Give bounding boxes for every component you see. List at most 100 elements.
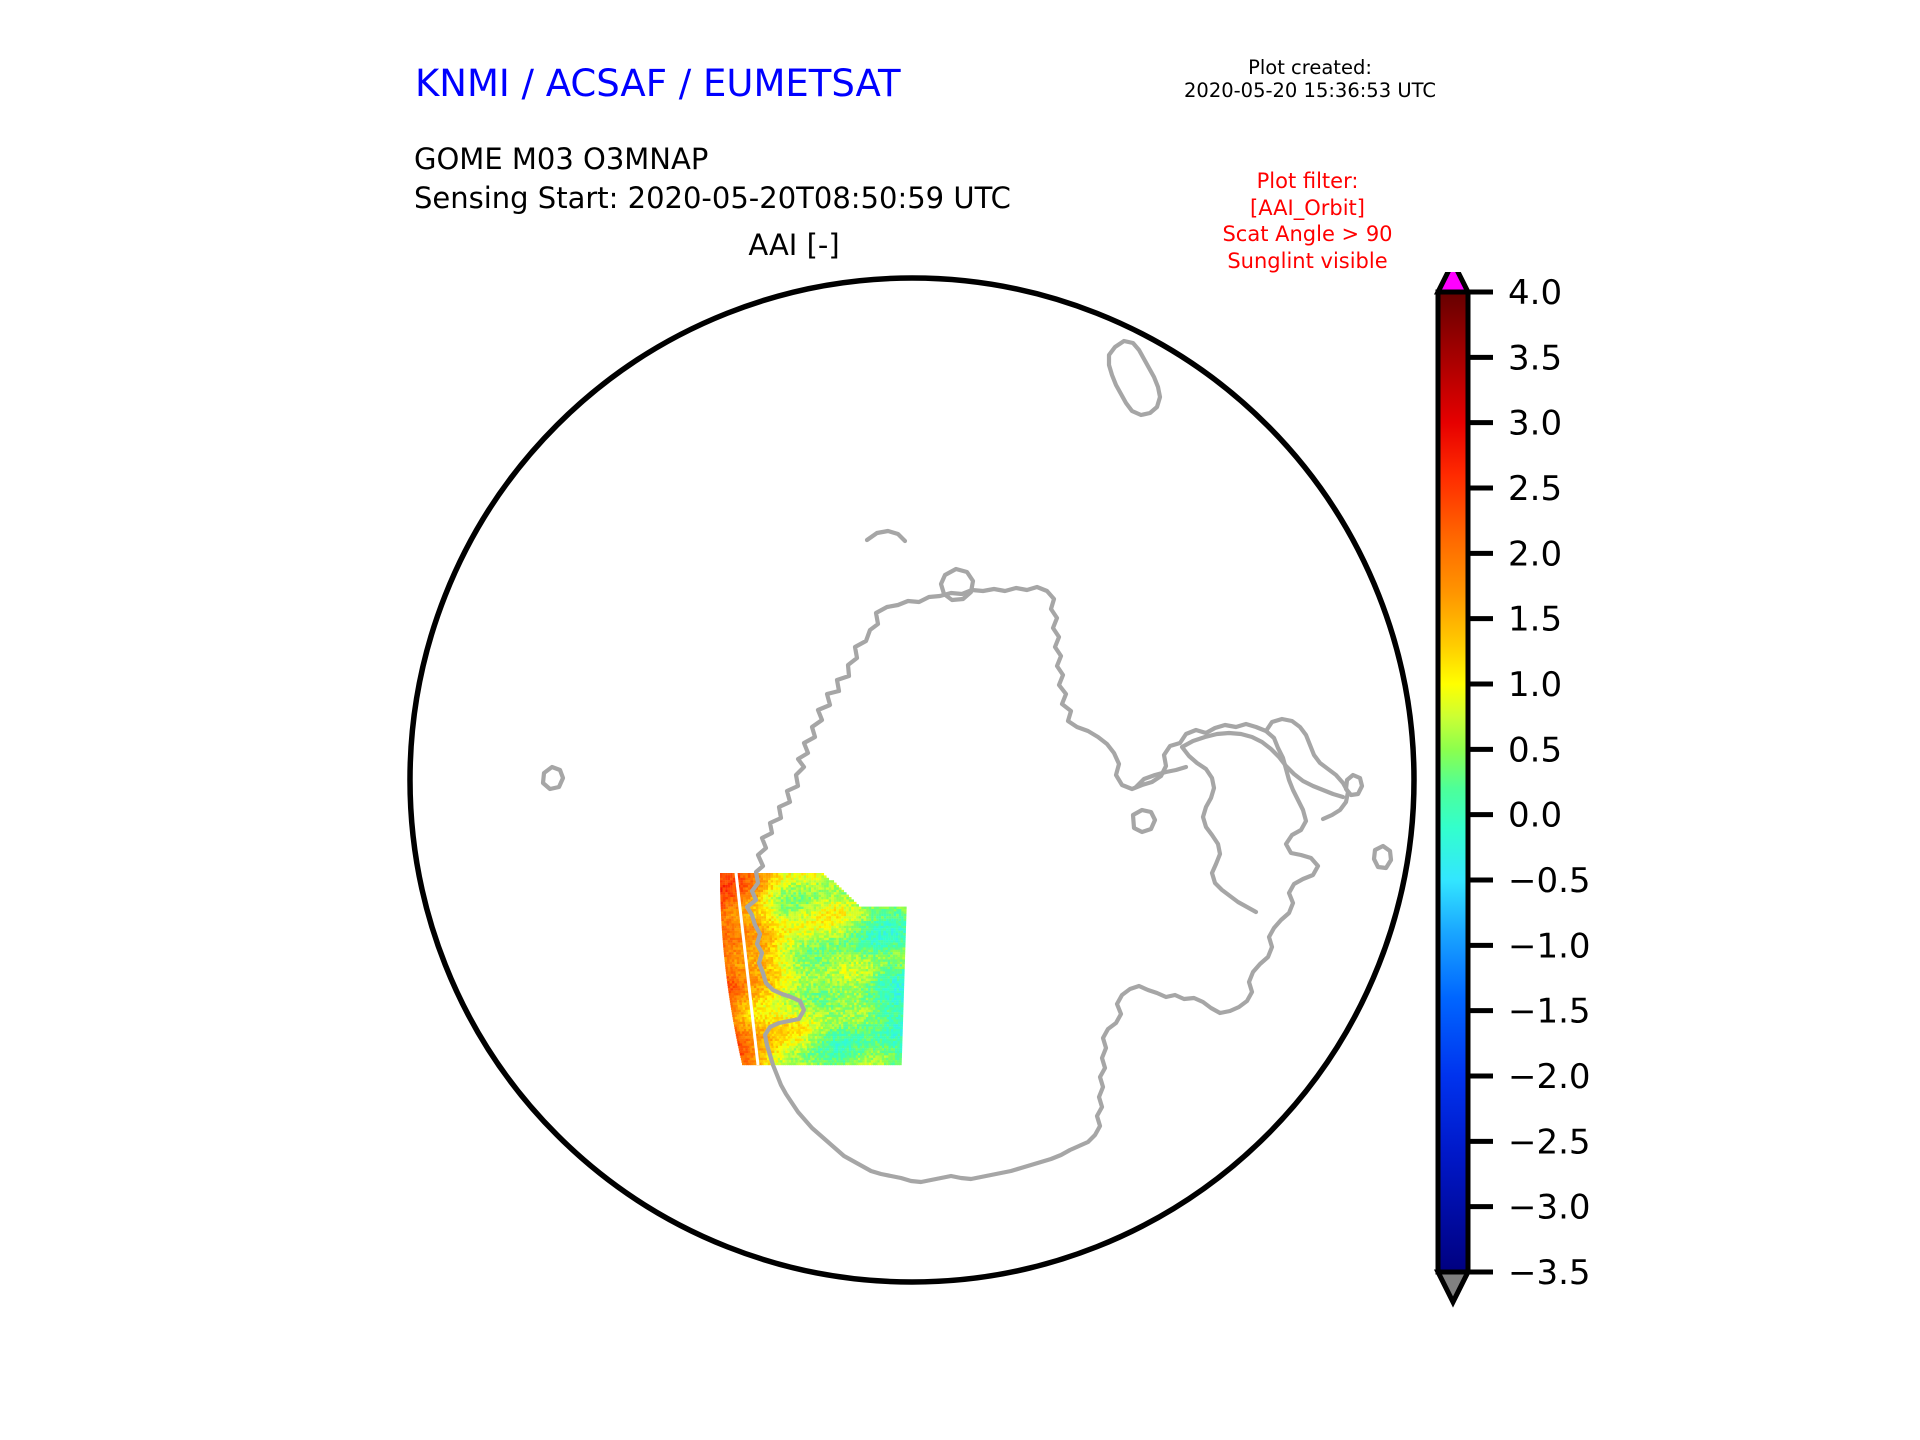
swath-pixel xyxy=(808,1043,812,1046)
swath-pixel xyxy=(738,997,742,1001)
swath-pixel xyxy=(832,983,836,986)
swath-pixel xyxy=(780,995,784,998)
swath-pixel xyxy=(858,911,862,914)
swath-pixel xyxy=(814,957,818,960)
swath-pixel xyxy=(851,937,854,941)
swath-pixel xyxy=(754,1021,757,1025)
swath-pixel xyxy=(722,889,726,893)
swath-pixel xyxy=(836,978,840,982)
swath-pixel xyxy=(802,995,805,998)
swath-pixel xyxy=(858,940,862,943)
swath-pixel xyxy=(775,949,778,953)
swath-pixel xyxy=(770,947,773,950)
swath-pixel xyxy=(831,1009,834,1013)
swath-pixel xyxy=(872,971,876,974)
swath-pixel xyxy=(783,1017,786,1020)
swath-pixel xyxy=(742,990,746,994)
swath-pixel xyxy=(828,909,832,912)
swath-pixel xyxy=(753,959,757,962)
swath-pixel xyxy=(744,1043,748,1046)
swath-pixel xyxy=(788,997,791,1001)
swath-pixel xyxy=(849,1007,853,1010)
swath-pixel xyxy=(833,909,837,912)
swath-pixel xyxy=(730,942,734,946)
swath-pixel xyxy=(811,909,814,912)
swath-pixel xyxy=(753,1017,757,1020)
swath-pixel xyxy=(897,1033,901,1037)
swath-pixel xyxy=(873,911,877,914)
swath-pixel xyxy=(872,1017,876,1020)
swath-pixel xyxy=(823,928,827,931)
swath-pixel xyxy=(726,921,730,924)
swath-pixel xyxy=(890,1041,894,1044)
swath-pixel xyxy=(821,921,824,924)
swath-pixel xyxy=(763,892,766,895)
swath-pixel xyxy=(809,997,813,1001)
swath-pixel xyxy=(778,921,782,924)
swath-pixel xyxy=(829,966,833,970)
swath-pixel xyxy=(823,894,827,898)
swath-pixel xyxy=(895,930,899,934)
swath-pixel xyxy=(827,1026,831,1030)
swath-pixel xyxy=(748,923,752,926)
swath-pixel xyxy=(878,933,882,936)
swath-pixel xyxy=(886,916,889,919)
swath-pixel xyxy=(876,906,880,910)
swath-pixel xyxy=(742,889,746,893)
swath-pixel xyxy=(727,875,731,878)
swath-pixel xyxy=(746,923,750,926)
swath-pixel xyxy=(723,947,727,950)
swath-pixel xyxy=(837,1038,840,1042)
swath-pixel xyxy=(750,1000,754,1003)
swath-pixel xyxy=(895,933,899,936)
swath-pixel xyxy=(823,1036,827,1039)
swath-pixel xyxy=(787,1036,791,1039)
swath-pixel xyxy=(789,988,793,991)
swath-pixel xyxy=(805,973,809,977)
swath-pixel xyxy=(728,918,732,922)
swath-pixel xyxy=(749,966,753,970)
swath-pixel xyxy=(848,1031,851,1034)
swath-pixel xyxy=(757,1031,761,1034)
swath-pixel xyxy=(851,959,854,962)
swath-pixel xyxy=(726,954,730,958)
swath-pixel xyxy=(779,1005,783,1008)
swath-pixel xyxy=(898,930,901,934)
swath-pixel xyxy=(787,954,791,958)
swath-pixel xyxy=(851,933,854,936)
swath-pixel xyxy=(834,981,838,984)
swath-pixel xyxy=(832,1041,836,1044)
swath-pixel xyxy=(826,945,830,948)
swath-pixel xyxy=(838,1029,842,1032)
swath-pixel xyxy=(803,916,807,919)
swath-pixel xyxy=(838,1024,842,1027)
swath-pixel xyxy=(818,940,822,943)
swath-pixel xyxy=(760,983,764,986)
swath-pixel xyxy=(786,928,790,931)
swath-pixel xyxy=(826,942,830,946)
swath-pixel xyxy=(728,906,731,910)
swath-pixel xyxy=(875,973,879,977)
swath-pixel xyxy=(803,1038,807,1042)
swath-pixel xyxy=(764,971,768,974)
swath-pixel xyxy=(877,983,881,986)
swath-pixel xyxy=(786,1043,790,1046)
swath-pixel xyxy=(868,909,872,912)
swath-pixel xyxy=(720,894,723,898)
swath-pixel xyxy=(838,937,842,941)
swath-pixel xyxy=(840,1009,844,1013)
swath-pixel xyxy=(751,1043,754,1046)
swath-pixel xyxy=(801,911,804,914)
swath-pixel xyxy=(761,918,764,922)
swath-pixel xyxy=(721,928,725,931)
swath-pixel xyxy=(771,1017,775,1020)
swath-pixel xyxy=(833,916,837,919)
swath-pixel xyxy=(868,1005,871,1008)
swath-pixel xyxy=(758,909,762,912)
swath-pixel xyxy=(772,940,775,943)
swath-pixel xyxy=(838,899,842,902)
swath-pixel xyxy=(759,940,763,943)
swath-pixel xyxy=(811,933,815,936)
swath-pixel xyxy=(792,1041,796,1044)
swath-pixel xyxy=(901,985,905,989)
